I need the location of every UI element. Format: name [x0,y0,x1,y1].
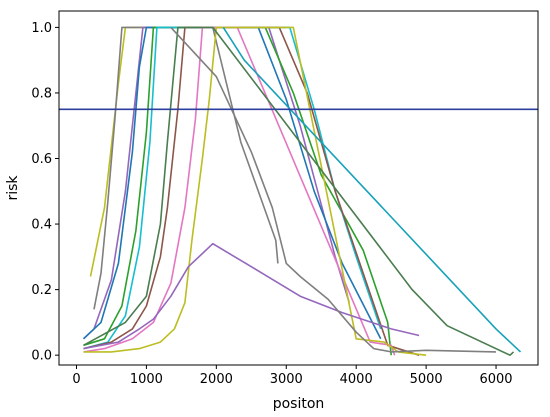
series-line-11 [222,26,522,353]
y-tick-label: 0.8 [31,86,52,101]
series-line-4 [82,26,382,340]
series-line-13 [170,26,497,353]
series-line-2 [93,26,279,310]
series-line-7 [83,26,420,356]
y-tick-label: 0.0 [31,349,52,364]
plot-frame [58,10,539,366]
y-tick-label: 0.2 [31,283,52,298]
series-line-5 [83,26,392,356]
x-tick-label: 2000 [200,372,233,387]
x-tick-label: 4000 [340,372,373,387]
series-line-3 [82,26,350,340]
series-line-10 [83,26,515,357]
series-line-8 [83,26,396,356]
x-tick-label: 6000 [479,372,512,387]
y-tick-label: 1.0 [31,21,52,36]
series-layer [82,26,522,357]
y-tick-label: 0.6 [31,152,52,167]
y-axis: 0.0 0.2 0.4 0.6 0.8 1.0 [31,21,59,364]
series-line-1 [89,26,287,277]
x-axis: 0 1000 2000 3000 4000 5000 6000 [72,365,513,387]
x-tick-label: 1000 [130,372,163,387]
y-axis-label: risk [5,175,21,201]
x-axis-label: positon [273,396,325,412]
x-tick-label: 0 [72,372,80,387]
y-tick-label: 0.4 [31,218,52,233]
series-line-12 [83,242,420,350]
x-tick-label: 3000 [270,372,303,387]
series-line-9 [83,26,427,356]
x-tick-label: 5000 [410,372,443,387]
